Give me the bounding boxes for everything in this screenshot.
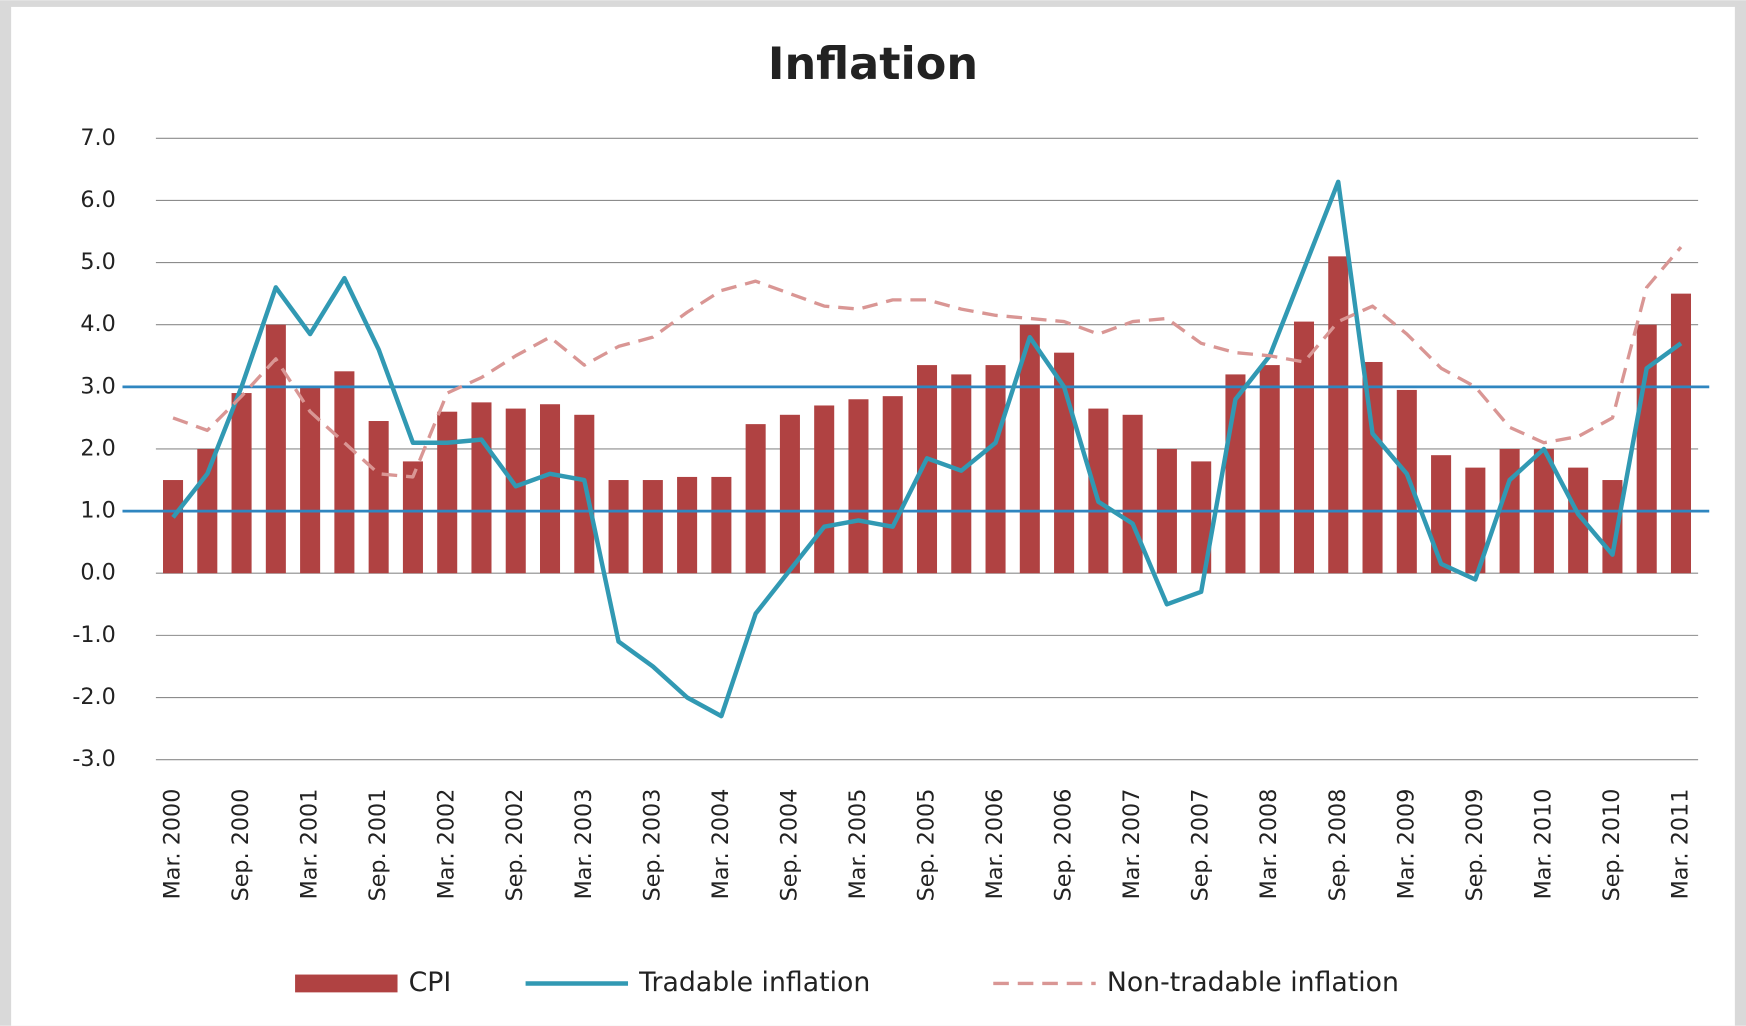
x-tick-label: Sep. 2000 bbox=[228, 789, 254, 902]
bar bbox=[1088, 408, 1109, 574]
y-tick-label: 2.0 bbox=[80, 435, 115, 461]
bar bbox=[1568, 467, 1589, 574]
x-tick-label: Mar. 2004 bbox=[708, 789, 734, 900]
x-tick-label: Sep. 2009 bbox=[1462, 789, 1488, 902]
bar bbox=[677, 476, 698, 574]
bar bbox=[471, 402, 492, 574]
x-tick-label: Mar. 2003 bbox=[571, 789, 597, 900]
bar bbox=[334, 371, 355, 574]
bar bbox=[231, 393, 252, 574]
x-tick-label: Mar. 2008 bbox=[1256, 789, 1282, 900]
bar bbox=[265, 324, 286, 574]
legend-label: CPI bbox=[409, 967, 452, 998]
bar bbox=[1465, 467, 1486, 574]
bar bbox=[163, 480, 184, 574]
bar bbox=[1396, 389, 1417, 574]
y-tick-label: 5.0 bbox=[80, 249, 115, 275]
bar bbox=[848, 399, 869, 574]
y-tick-label: 4.0 bbox=[80, 311, 115, 337]
x-tick-label: Mar. 2001 bbox=[297, 789, 323, 900]
y-tick-label: -1.0 bbox=[72, 622, 115, 648]
bar bbox=[745, 424, 766, 574]
y-tick-label: 1.0 bbox=[80, 498, 115, 524]
legend-item: CPI bbox=[295, 967, 451, 998]
y-tick-label: 3.0 bbox=[80, 373, 115, 399]
bar bbox=[300, 386, 321, 574]
x-tick-label: Mar. 2005 bbox=[845, 789, 871, 900]
line-series bbox=[172, 246, 1683, 479]
x-tick-label: Mar. 2009 bbox=[1393, 789, 1419, 900]
x-tick-label: Sep. 2010 bbox=[1599, 789, 1625, 902]
y-tick-label: 7.0 bbox=[80, 125, 115, 151]
x-tick-label: Mar. 2011 bbox=[1667, 789, 1693, 900]
y-tick-label: 0.0 bbox=[80, 560, 115, 586]
y-tick-label: -2.0 bbox=[72, 684, 115, 710]
bar bbox=[1362, 361, 1383, 574]
bar bbox=[1122, 414, 1143, 574]
x-tick-label: Sep. 2004 bbox=[776, 789, 802, 902]
y-tick-label: -3.0 bbox=[72, 746, 115, 772]
legend-label: Tradable inflation bbox=[638, 967, 870, 998]
x-tick-label: Mar. 2002 bbox=[434, 789, 460, 900]
bar bbox=[437, 411, 458, 574]
line-series bbox=[171, 179, 1683, 719]
x-tick-label: Sep. 2005 bbox=[914, 789, 940, 902]
chart-title: Inflation bbox=[768, 38, 978, 90]
y-tick-label: 6.0 bbox=[80, 187, 115, 213]
x-tick-label: Mar. 2006 bbox=[982, 789, 1008, 900]
bar bbox=[779, 414, 800, 574]
bar bbox=[916, 365, 938, 574]
bar bbox=[642, 480, 663, 574]
bar bbox=[368, 421, 389, 574]
legend-swatch bbox=[295, 974, 398, 993]
bar bbox=[1328, 256, 1349, 574]
bar bbox=[539, 404, 561, 574]
legend-item: Tradable inflation bbox=[525, 967, 870, 998]
bar bbox=[711, 476, 732, 574]
x-tick-label: Sep. 2002 bbox=[502, 789, 528, 902]
bar bbox=[505, 408, 526, 574]
x-tick-label: Sep. 2006 bbox=[1051, 789, 1077, 902]
x-tick-label: Mar. 2007 bbox=[1119, 789, 1145, 900]
bar bbox=[814, 405, 835, 574]
bar bbox=[574, 414, 595, 574]
x-tick-label: Sep. 2007 bbox=[1188, 789, 1214, 902]
x-tick-label: Sep. 2008 bbox=[1325, 789, 1351, 902]
bar bbox=[1670, 293, 1692, 574]
bar bbox=[951, 374, 972, 574]
x-tick-label: Mar. 2000 bbox=[160, 789, 186, 900]
legend-item: Non-tradable inflation bbox=[993, 967, 1399, 998]
x-tick-label: Mar. 2010 bbox=[1530, 789, 1556, 900]
legend-label: Non-tradable inflation bbox=[1107, 967, 1399, 998]
bar bbox=[608, 480, 629, 574]
bar bbox=[985, 365, 1006, 574]
x-tick-label: Sep. 2003 bbox=[639, 789, 665, 902]
bar bbox=[1259, 365, 1280, 574]
bar bbox=[882, 396, 903, 574]
x-tick-label: Sep. 2001 bbox=[365, 789, 391, 902]
